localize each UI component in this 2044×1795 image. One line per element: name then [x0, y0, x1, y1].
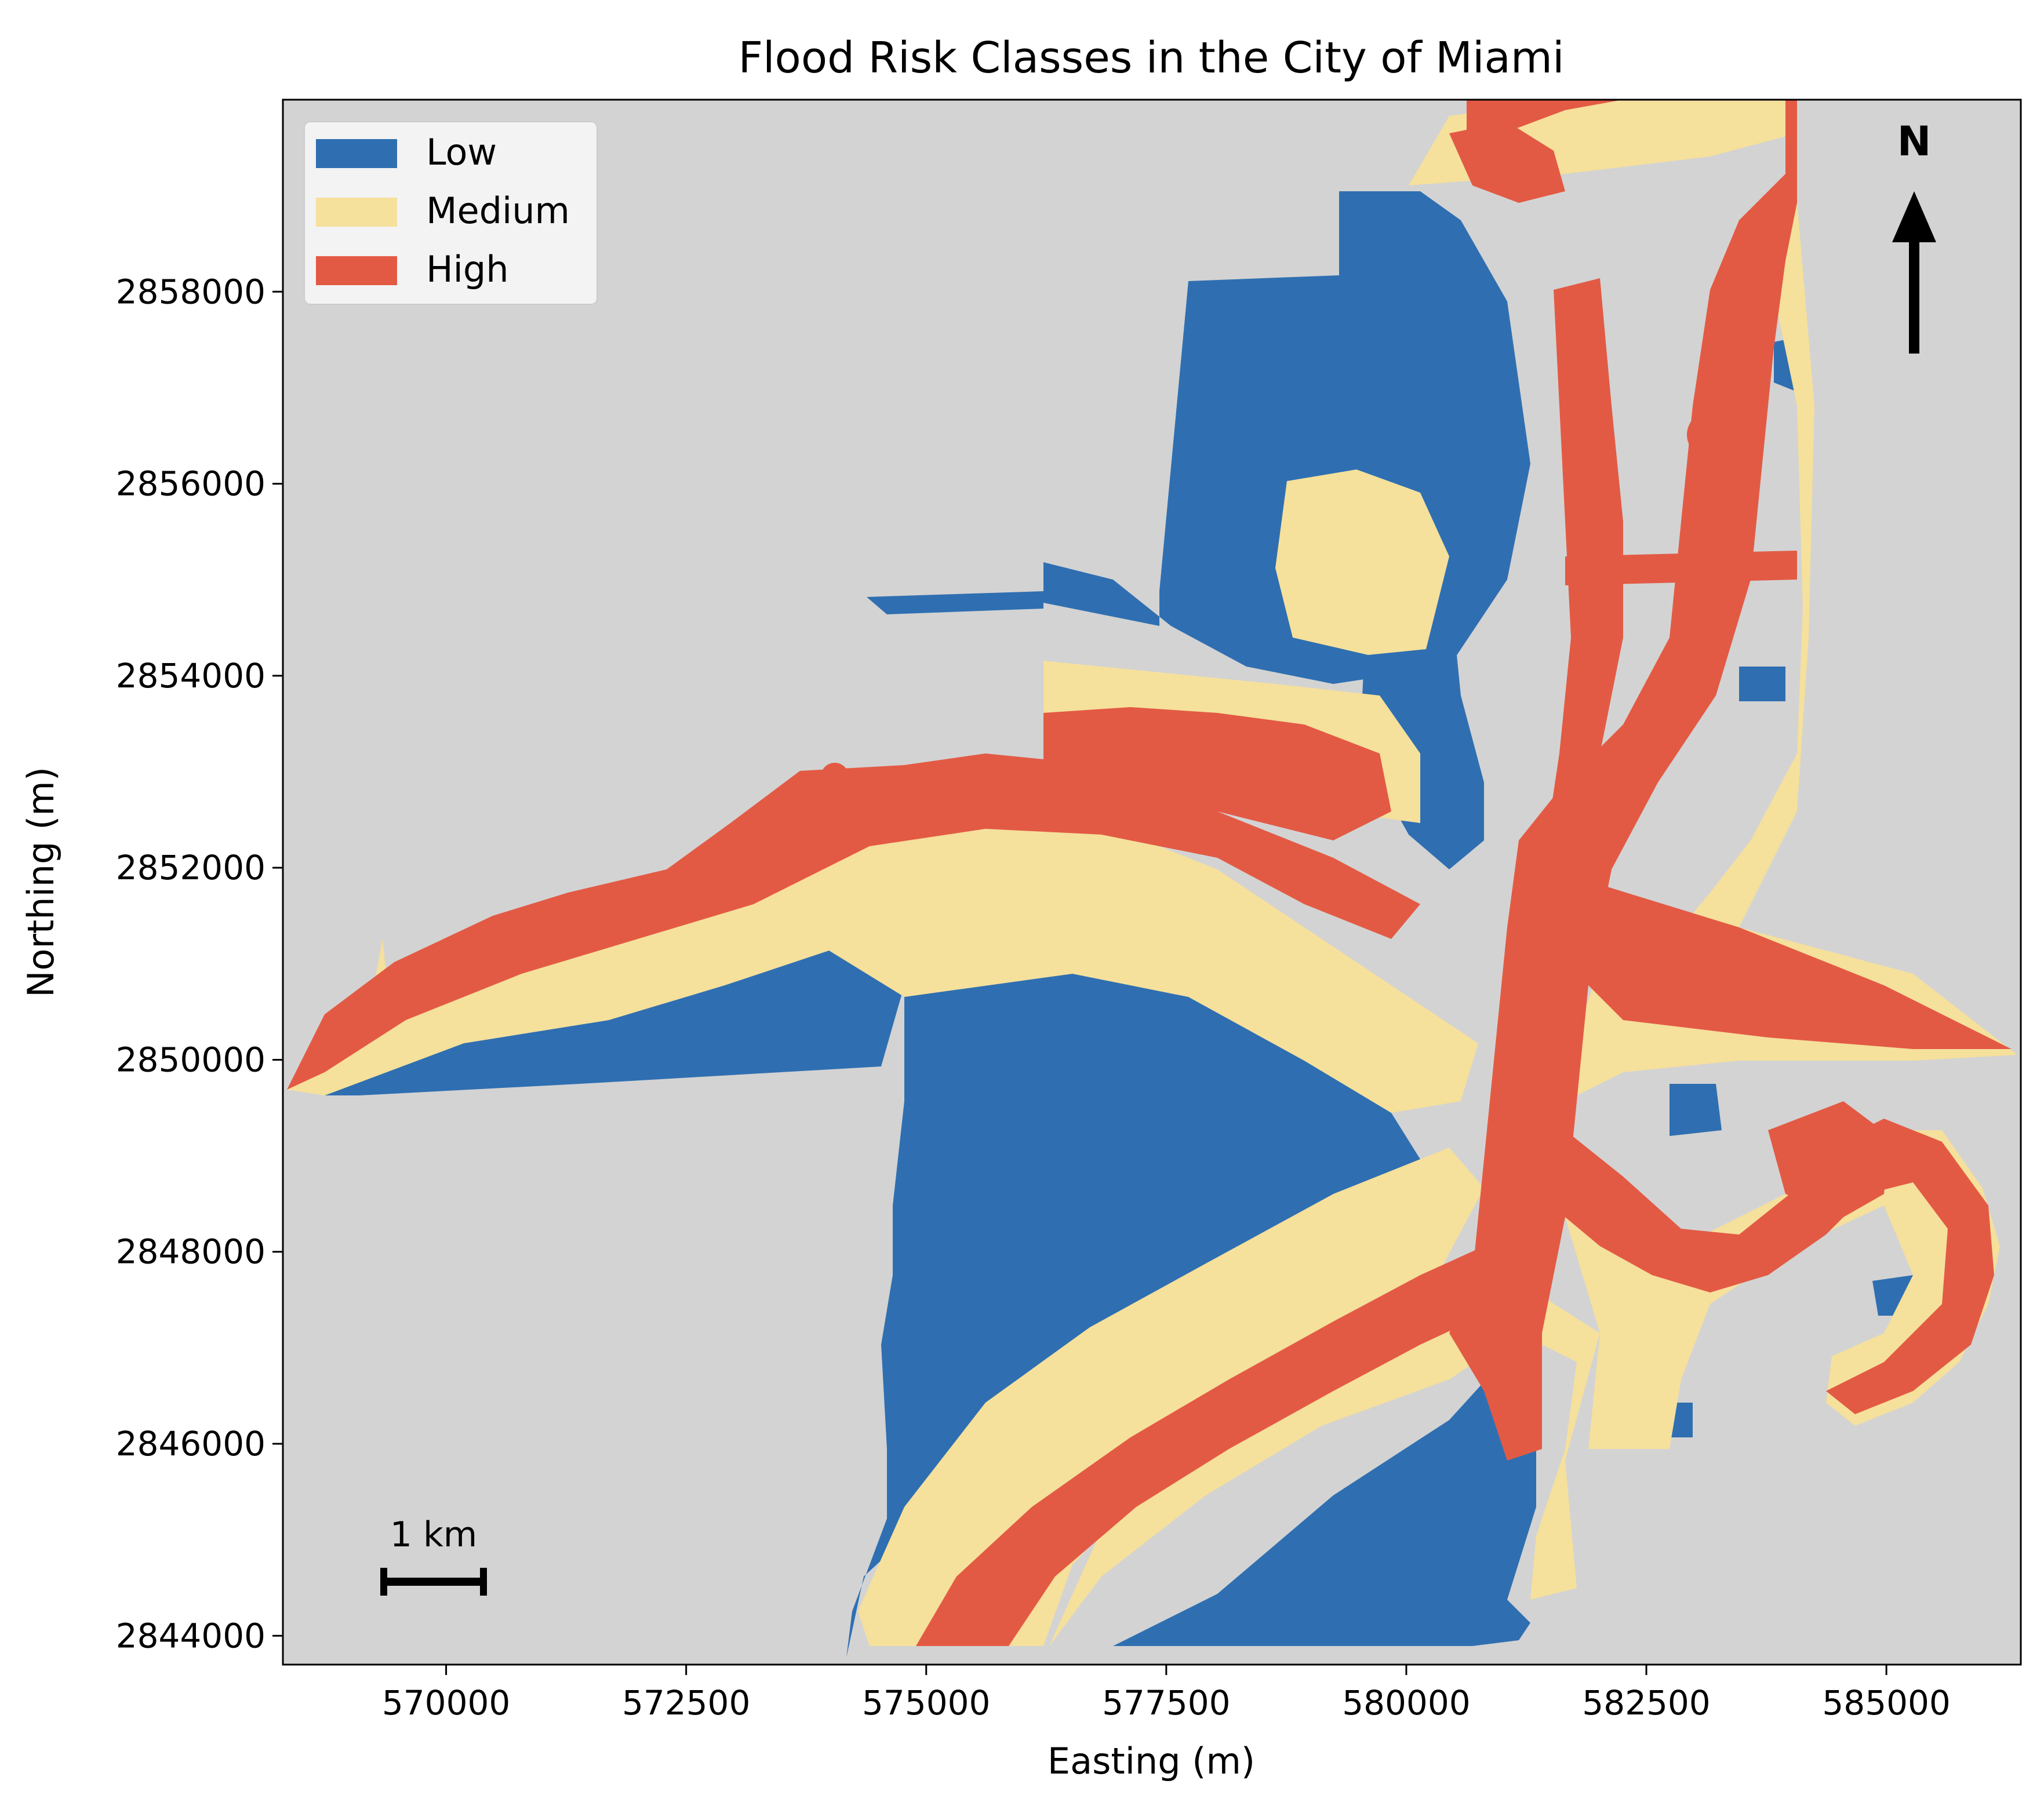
- medium-west-band: [287, 800, 1478, 1113]
- legend: Low Medium High: [304, 121, 598, 305]
- scale-bar: 1 km: [380, 1514, 487, 1596]
- scale-bar-right-cap: [480, 1568, 487, 1596]
- y-tick-label: 2856000: [116, 464, 265, 504]
- scale-bar-line: [383, 1578, 485, 1586]
- legend-label-medium: Medium: [426, 190, 570, 232]
- x-tick-label: 585000: [1822, 1683, 1950, 1723]
- high-causeway-east: [1588, 881, 2012, 1049]
- x-tick-label: 570000: [382, 1683, 510, 1723]
- legend-swatch-high: [316, 256, 397, 285]
- high-west-blob-3: [741, 845, 766, 871]
- low-coast-pocket-1: [1739, 667, 1785, 701]
- scale-bar-label: 1 km: [390, 1514, 477, 1555]
- x-tick-label: 582500: [1582, 1683, 1710, 1723]
- y-tick-label: 2854000: [116, 656, 265, 696]
- x-tick-label: 577500: [1102, 1683, 1230, 1723]
- medium-coastal-strip: [1409, 100, 1814, 927]
- y-tick-label: 2850000: [116, 1040, 265, 1079]
- y-tick-label: 2852000: [116, 848, 265, 887]
- north-arrow-label: N: [1897, 118, 1932, 165]
- high-east-loop: [1565, 1119, 1994, 1414]
- medium-downtown-blocks: [1275, 469, 1449, 655]
- y-tick-label: 2844000: [116, 1616, 265, 1655]
- y-axis-label: Northing (m): [20, 767, 62, 997]
- north-arrow-head-icon: [1892, 191, 1936, 242]
- high-risk-zones: [287, 100, 2012, 1646]
- x-axis-label: Easting (m): [1048, 1740, 1255, 1782]
- scale-bar-left-cap: [380, 1568, 387, 1596]
- north-arrow-shaft: [1909, 238, 1919, 354]
- legend-label-high: High: [426, 248, 509, 290]
- high-west-blob-2: [794, 788, 817, 811]
- x-axis-ticks: 570000 572500 575000 577500 580000 582500 5850…: [382, 1665, 1951, 1723]
- high-downtown-north: [1043, 707, 1391, 840]
- legend-swatch-low: [316, 139, 397, 168]
- high-west-blob-5: [1699, 493, 1733, 527]
- high-west-blob-4: [1687, 412, 1733, 458]
- low-east-pocket-1: [1670, 1084, 1722, 1136]
- y-axis-ticks: 2844000 2846000 2848000 2850000 2852000 28540…: [116, 272, 283, 1655]
- y-tick-label: 2848000: [116, 1232, 265, 1272]
- plot-frame: [282, 99, 2022, 1666]
- low-west-canal: [867, 591, 1043, 614]
- high-key-ring: [1768, 1101, 1890, 1217]
- medium-southeast-band: [1049, 1292, 1600, 1646]
- high-west-blob-1: [821, 763, 849, 791]
- low-south-east-block: [1113, 1356, 1536, 1646]
- map-title: Flood Risk Classes in the City of Miami: [738, 33, 1564, 83]
- y-tick-label: 2846000: [116, 1424, 265, 1463]
- high-west-band: [287, 753, 1420, 1090]
- y-tick-label: 2858000: [116, 272, 265, 311]
- legend-swatch-medium: [316, 198, 397, 227]
- x-tick-label: 572500: [622, 1683, 750, 1723]
- high-southeast-band: [916, 1206, 1536, 1646]
- low-south-west-strip: [325, 939, 904, 1095]
- legend-label-low: Low: [426, 131, 497, 173]
- x-tick-label: 580000: [1342, 1683, 1470, 1723]
- flood-risk-regions: [287, 100, 2017, 1658]
- north-arrow: N: [1892, 118, 1936, 354]
- x-tick-label: 575000: [862, 1683, 990, 1723]
- high-causeway-north: [1565, 551, 1797, 585]
- high-north-top: [1449, 122, 1565, 203]
- medium-south-band: [858, 1148, 1484, 1646]
